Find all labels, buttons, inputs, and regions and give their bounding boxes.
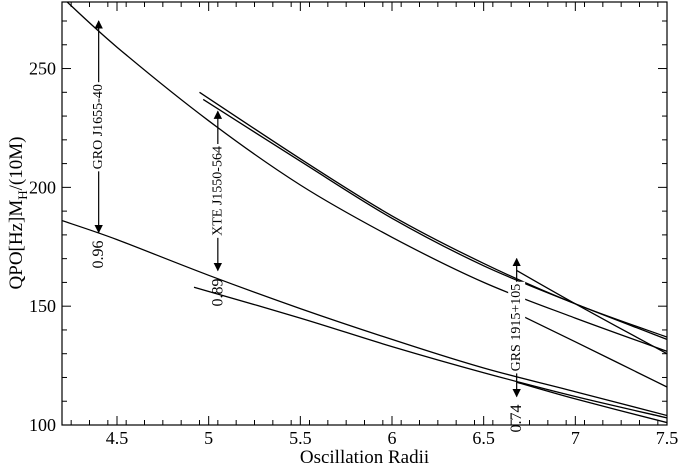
y-axis-label-sub: H (15, 190, 30, 199)
plot-frame (61, 1, 668, 426)
y-axis-label-tail: /(10M) (6, 137, 27, 191)
y-tick-label: 150 (29, 296, 56, 316)
series-line-4 (202, 98, 667, 341)
x-axis-label: Oscillation Radii (300, 447, 429, 468)
y-tick-label: 100 (29, 415, 56, 435)
series-line-1 (66, 2, 667, 352)
x-tick-label: 6.5 (472, 428, 495, 448)
series-line-7 (516, 269, 667, 355)
series-layer (62, 2, 667, 424)
annotation-1: GRO J1655-40 0.96 (90, 20, 108, 269)
y-axis-label: QPO[Hz]MH/(10M) (6, 137, 30, 290)
x-tick-label: 4.5 (106, 428, 129, 448)
series-line-6 (516, 312, 667, 388)
annotation-3: GRS 1915+105 0.74 (508, 257, 526, 432)
x-tick-label: 6 (388, 428, 397, 448)
annotation-label: GRO J1655-40 (91, 84, 106, 169)
series-line-5 (193, 286, 667, 419)
series-line-2 (62, 219, 667, 417)
series-line-3 (199, 91, 667, 338)
x-tick-label: 7 (571, 428, 580, 448)
annotation-label-bg (209, 144, 227, 238)
x-tick-label: 7.5 (656, 428, 679, 448)
annotation-label-bg (90, 82, 108, 172)
y-tick-label: 200 (29, 177, 56, 197)
annotation-2: XTE J1550-564 0.89 (209, 110, 227, 307)
tick-layer: 4.5 5 5.5 6 6.5 7 7.5 100 150 200 250 (29, 2, 678, 448)
annotation-value: 0.74 (508, 404, 525, 432)
series-line-8 (516, 381, 667, 424)
annotation-label-bg (508, 281, 526, 374)
annotation-layer: GRO J1655-40 0.96 XTE J1550-564 0.89 GRS 191… (90, 20, 526, 432)
x-tick-label: 5 (204, 428, 213, 448)
annotation-value: 0.96 (90, 241, 107, 269)
annotation-value: 0.89 (209, 279, 226, 307)
x-tick-label: 5.5 (289, 428, 312, 448)
annotation-label: GRS 1915+105 (509, 284, 524, 372)
annotation-label: XTE J1550-564 (210, 146, 225, 236)
y-axis-label-main: QPO[Hz]M (6, 200, 27, 290)
y-tick-label: 250 (29, 59, 56, 79)
